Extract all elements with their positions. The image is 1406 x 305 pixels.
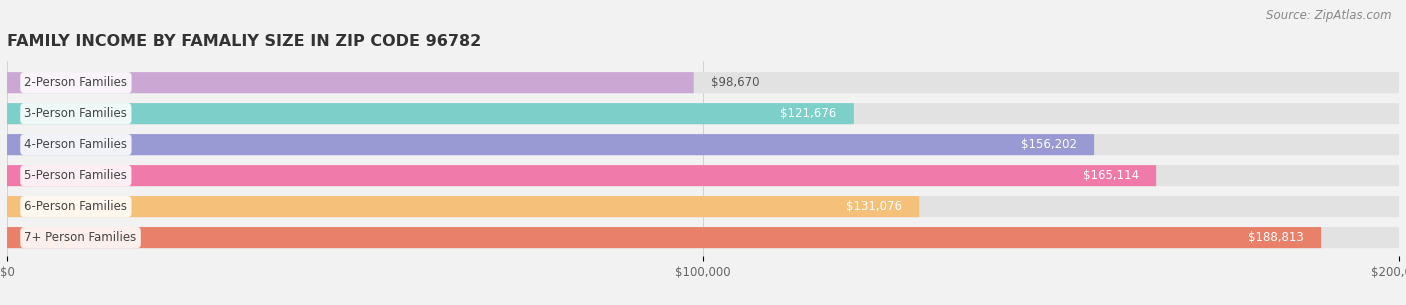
Text: $156,202: $156,202 [1021, 138, 1077, 151]
FancyBboxPatch shape [7, 134, 1094, 155]
FancyBboxPatch shape [7, 196, 1399, 217]
Text: $188,813: $188,813 [1249, 231, 1303, 244]
Text: FAMILY INCOME BY FAMALIY SIZE IN ZIP CODE 96782: FAMILY INCOME BY FAMALIY SIZE IN ZIP COD… [7, 34, 481, 49]
FancyBboxPatch shape [7, 227, 1399, 248]
Text: 5-Person Families: 5-Person Families [24, 169, 128, 182]
Text: 2-Person Families: 2-Person Families [24, 76, 128, 89]
Text: 6-Person Families: 6-Person Families [24, 200, 128, 213]
FancyBboxPatch shape [7, 72, 1399, 93]
FancyBboxPatch shape [7, 72, 693, 93]
FancyBboxPatch shape [7, 103, 853, 124]
FancyBboxPatch shape [7, 196, 920, 217]
FancyBboxPatch shape [7, 103, 1399, 124]
Text: $165,114: $165,114 [1083, 169, 1139, 182]
Text: $131,076: $131,076 [846, 200, 901, 213]
Text: 3-Person Families: 3-Person Families [24, 107, 128, 120]
FancyBboxPatch shape [7, 165, 1399, 186]
Text: 7+ Person Families: 7+ Person Families [24, 231, 136, 244]
Text: 4-Person Families: 4-Person Families [24, 138, 128, 151]
Text: Source: ZipAtlas.com: Source: ZipAtlas.com [1267, 9, 1392, 22]
FancyBboxPatch shape [7, 227, 1322, 248]
Text: $121,676: $121,676 [780, 107, 837, 120]
FancyBboxPatch shape [7, 134, 1399, 155]
Text: $98,670: $98,670 [711, 76, 759, 89]
FancyBboxPatch shape [7, 165, 1156, 186]
